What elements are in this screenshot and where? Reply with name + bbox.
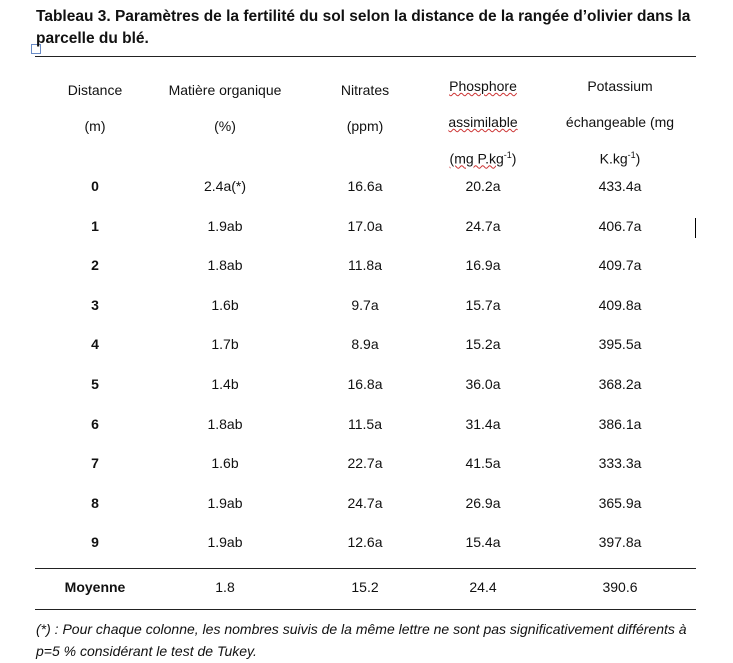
unit-sup: -1 xyxy=(503,150,512,160)
unit-after: ) xyxy=(635,150,641,167)
unit-text: K.kg xyxy=(599,150,628,167)
top-rule xyxy=(35,56,696,57)
header-line: Matière organique xyxy=(168,82,282,98)
header-unit: (mg P.kg-1) xyxy=(398,150,568,167)
table-cell: 22.7a xyxy=(347,455,383,472)
mean-cell: Moyenne xyxy=(64,579,126,595)
bottom-rule xyxy=(35,609,696,610)
table-cell: 0 xyxy=(91,178,99,194)
table-cell: 11.5a xyxy=(348,415,382,432)
table-cell: 1.4b xyxy=(211,376,239,392)
header-line: (%) xyxy=(214,118,236,134)
table-cell: 11.8a xyxy=(348,257,382,274)
mean-cell: 390.6 xyxy=(602,579,638,595)
table-cell: 26.9a xyxy=(465,494,501,511)
table-cell: 20.2a xyxy=(465,178,501,194)
mean-cell: 1.8 xyxy=(215,579,235,595)
mean-cell: 15.2 xyxy=(351,579,379,595)
footnote: (*) : Pour chaque colonne, les nombres s… xyxy=(36,621,687,659)
table-cell: 16.8a xyxy=(347,376,383,392)
mean-cell: 24.4 xyxy=(469,579,497,595)
header-line: Phosphore xyxy=(449,78,517,94)
table-cell: 2 xyxy=(91,257,99,274)
table-cell: 433.4a xyxy=(598,178,642,194)
table-cell: 409.7a xyxy=(598,257,642,274)
table-cell: 4 xyxy=(91,336,99,353)
table-cell: 16.9a xyxy=(465,257,501,274)
unit-after: ) xyxy=(511,150,517,167)
table-title: Tableau 3. Paramètres de la fertilité du… xyxy=(36,8,691,47)
unit-text: (mg P.kg xyxy=(449,150,504,167)
table-cell: 36.0a xyxy=(465,376,501,392)
header-unit: K.kg-1) xyxy=(535,150,705,167)
table-cell: 1.9ab xyxy=(207,494,243,511)
table-cell: 3 xyxy=(91,296,99,313)
header-line: (m) xyxy=(84,118,106,134)
table-cell: 6 xyxy=(91,415,99,432)
table-cell: 17.0a xyxy=(347,217,383,234)
mean-rule xyxy=(35,568,696,569)
table-handle[interactable] xyxy=(31,44,41,54)
table-cell: 1.8ab xyxy=(207,415,243,432)
table-cell: 24.7a xyxy=(347,494,383,511)
table-cell: 395.5a xyxy=(598,336,642,353)
table-cell: 12.6a xyxy=(347,534,383,551)
table-cell: 1.6b xyxy=(211,455,239,472)
table-cell: 1.7b xyxy=(211,336,239,353)
table-cell: 409.8a xyxy=(598,296,642,313)
table-cell: 15.2a xyxy=(465,336,501,353)
header-line: Potassium xyxy=(587,78,653,94)
table-cell: 9 xyxy=(91,534,99,551)
table-cell: 8.9a xyxy=(351,336,379,353)
table-cell: 397.8a xyxy=(598,534,642,551)
table-cell: 15.4a xyxy=(465,534,501,551)
unit-sup: -1 xyxy=(627,150,636,160)
table-cell: 24.7a xyxy=(465,217,501,234)
table-cell: 386.1a xyxy=(598,415,642,432)
table-cell: 15.7a xyxy=(465,296,501,313)
table-cell: 5 xyxy=(91,376,99,392)
table-cell: 1.9ab xyxy=(207,534,243,551)
header-line: Nitrates xyxy=(340,82,390,98)
table-cell: 8 xyxy=(91,494,99,511)
text-cursor xyxy=(695,218,696,238)
header-line: assimilable xyxy=(448,114,518,130)
table-cell: 333.3a xyxy=(598,455,642,472)
table-cell: 368.2a xyxy=(598,376,642,392)
header-line: Distance xyxy=(67,82,123,98)
header-line: (ppm) xyxy=(346,118,384,134)
table-cell: 1.6b xyxy=(211,296,239,313)
header-line: échangeable (mg xyxy=(565,114,675,130)
table-cell: 31.4a xyxy=(465,415,501,432)
table-cell: 1.8ab xyxy=(207,257,243,274)
table-cell: 7 xyxy=(91,455,99,472)
table-cell: 2.4a(*) xyxy=(203,178,247,194)
table-cell: 1.9ab xyxy=(207,217,243,234)
table-cell: 365.9a xyxy=(598,494,642,511)
table-cell: 41.5a xyxy=(465,455,501,472)
table-cell: 1 xyxy=(91,217,99,234)
table-cell: 406.7a xyxy=(598,217,642,234)
table-cell: 16.6a xyxy=(347,178,383,194)
table-cell: 9.7a xyxy=(351,296,379,313)
